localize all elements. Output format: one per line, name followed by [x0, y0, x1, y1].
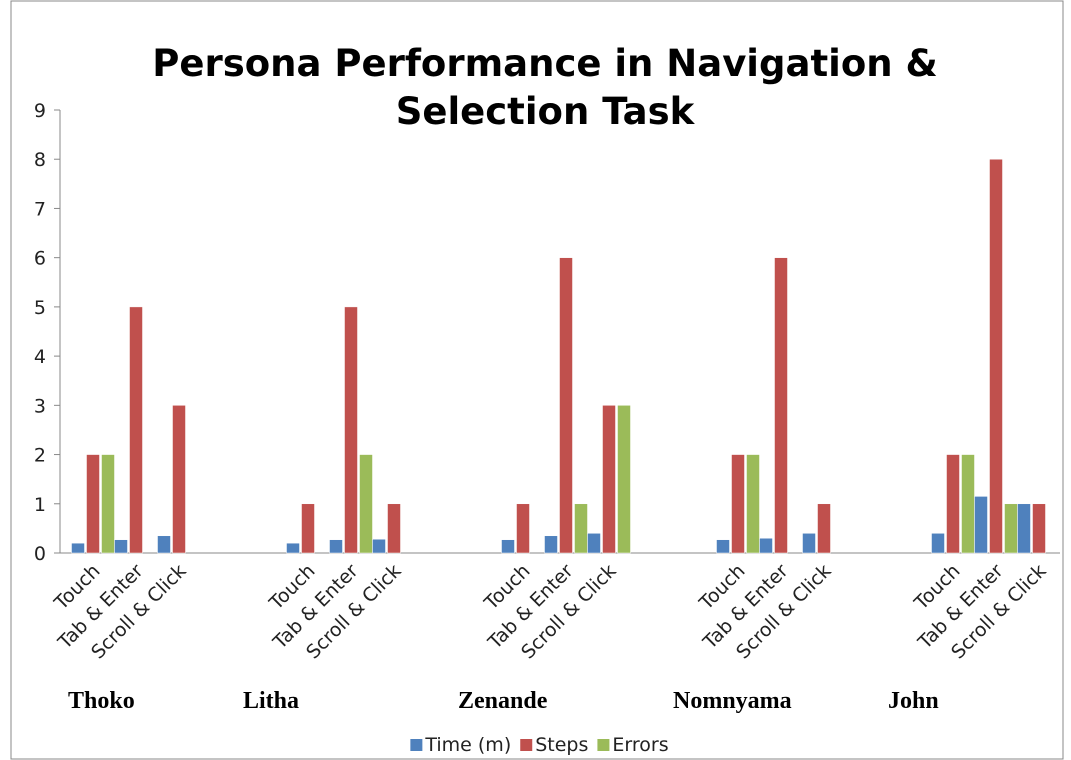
bar: [587, 533, 601, 554]
y-tick-label: 5: [34, 297, 46, 319]
bar: [774, 257, 788, 554]
bar: [286, 542, 300, 554]
bar: [359, 454, 373, 554]
bar: [559, 257, 573, 554]
bar: [86, 454, 100, 554]
y-tick-label: 7: [34, 198, 46, 220]
bar: [544, 535, 558, 554]
y-tick-label: 4: [34, 346, 46, 368]
persona-label: Zenande: [458, 688, 548, 714]
bar: [329, 539, 343, 554]
y-tick-label: 1: [34, 494, 46, 516]
bar: [731, 454, 745, 554]
y-tick-label: 3: [34, 395, 46, 417]
y-tick-label: 2: [34, 445, 46, 467]
persona-label: Nomnyama: [673, 688, 792, 714]
bar: [716, 539, 730, 554]
legend-swatch: [520, 739, 533, 751]
chart-title: Persona Performance in Navigation & Sele…: [152, 42, 938, 133]
bar: [746, 454, 760, 554]
persona-label: Thoko: [68, 688, 135, 714]
bar: [301, 503, 315, 554]
bar: [961, 454, 975, 554]
bar: [931, 533, 945, 554]
y-tick-label: 9: [34, 100, 46, 122]
chart-frame: [10, 0, 1064, 760]
bar: [602, 405, 616, 554]
bar: [974, 496, 988, 554]
bar: [946, 454, 960, 554]
bar: [157, 535, 171, 554]
legend-label: Errors: [612, 734, 668, 756]
y-tick-label: 0: [34, 543, 46, 565]
legend-label: Time (m): [424, 734, 511, 756]
bar: [802, 533, 816, 554]
persona-label: John: [888, 688, 939, 714]
legend-label: Steps: [535, 734, 588, 756]
bar: [129, 306, 143, 554]
persona-label: Litha: [243, 688, 299, 714]
bar: [344, 306, 358, 554]
bar: [1032, 503, 1046, 554]
bar: [387, 503, 401, 554]
bar: [817, 503, 831, 554]
bar: [574, 503, 588, 554]
bar: [1004, 503, 1018, 554]
bar: [759, 537, 773, 554]
bar: [172, 405, 186, 554]
bar: [617, 405, 631, 554]
legend-swatch: [410, 739, 423, 751]
y-tick-label: 6: [34, 248, 46, 270]
y-tick-label: 8: [34, 149, 46, 171]
bar: [516, 503, 530, 554]
bar: [1017, 503, 1031, 554]
bar: [372, 538, 386, 554]
legend-swatch: [597, 739, 610, 751]
bar: [114, 539, 128, 554]
bar: [71, 542, 85, 554]
bar: [101, 454, 115, 554]
bar: [501, 539, 515, 554]
bar: [989, 158, 1003, 554]
